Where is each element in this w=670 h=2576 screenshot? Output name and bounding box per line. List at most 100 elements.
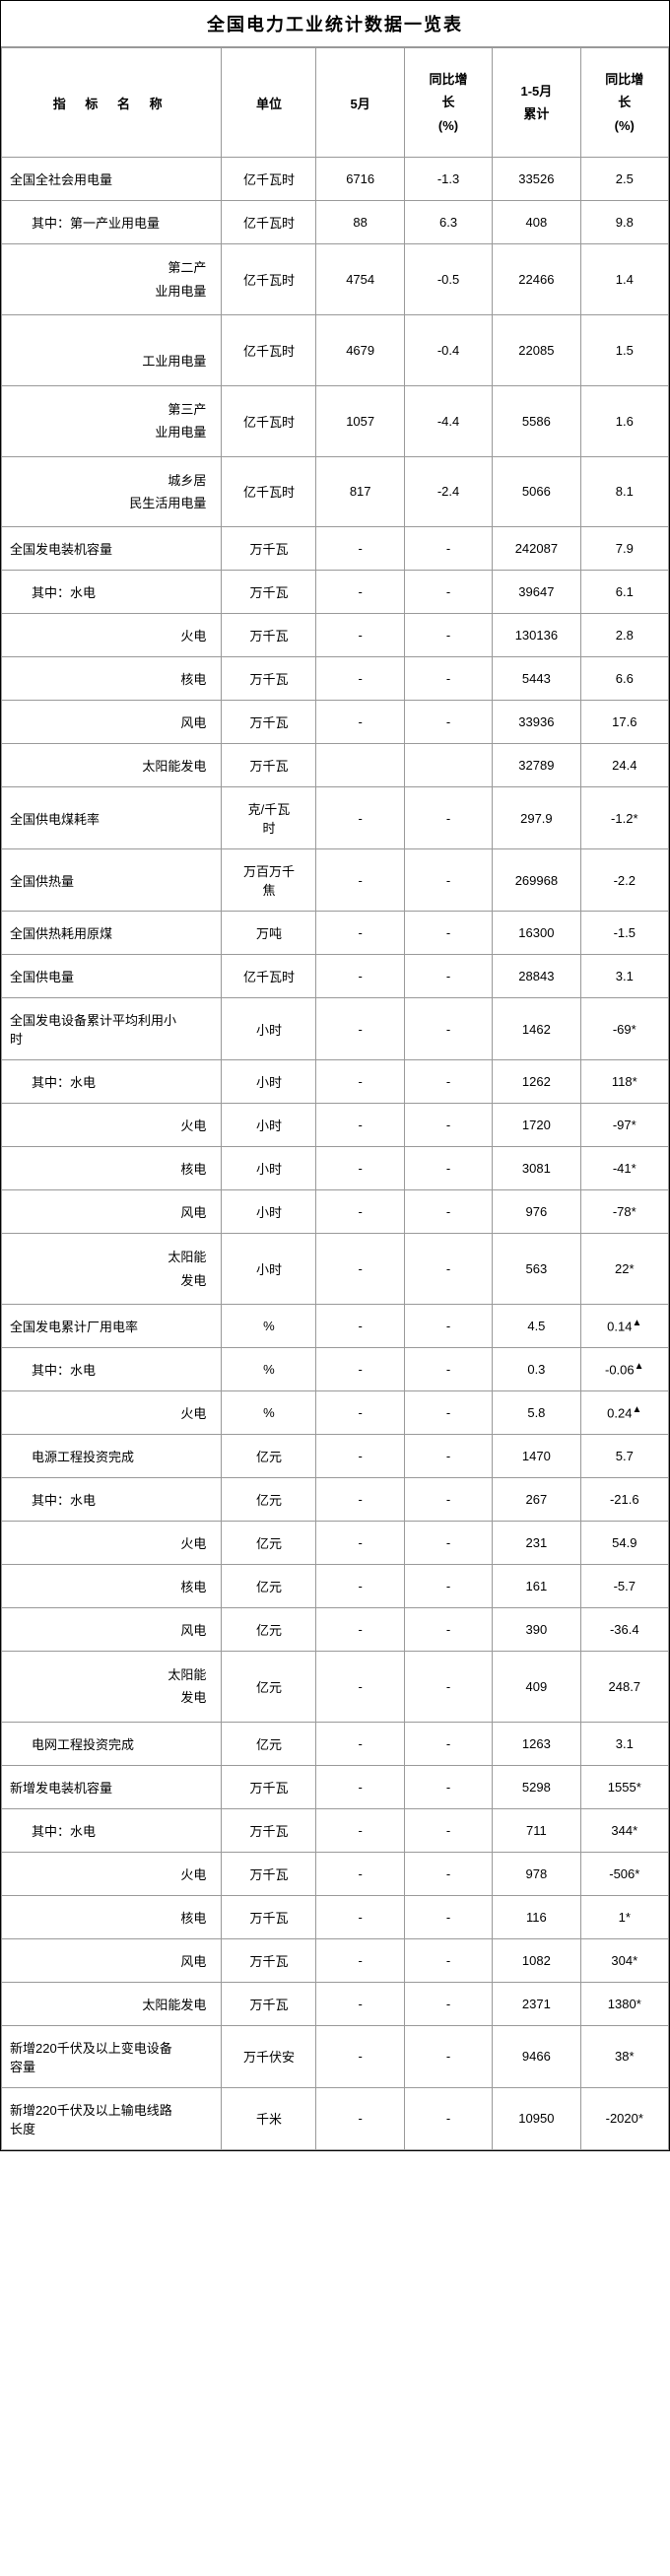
indicator-cell: 新增220千伏及以上输电线路长度 <box>2 2087 222 2149</box>
yoy2-cell: -36.4 <box>580 1608 668 1652</box>
may-cell: - <box>316 1060 404 1104</box>
unit-cell: 千米 <box>222 2087 316 2149</box>
may-cell: - <box>316 1852 404 1895</box>
may-cell: - <box>316 1522 404 1565</box>
indicator-cell: 火电 <box>2 1522 222 1565</box>
table-row: 城乡居民生活用电量亿千瓦时817-2.450668.1 <box>2 456 669 527</box>
table-row: 第二产业用电量亿千瓦时4754-0.5224661.4 <box>2 244 669 315</box>
may-cell: - <box>316 1565 404 1608</box>
table-row: 太阳能发电亿元--409248.7 <box>2 1652 669 1723</box>
table-row: 全国发电累计厂用电率%--4.50.14▲ <box>2 1305 669 1348</box>
yoy2-cell: -5.7 <box>580 1565 668 1608</box>
yoy2-cell: -0.06▲ <box>580 1348 668 1391</box>
table-row: 全国供电量亿千瓦时--288433.1 <box>2 955 669 998</box>
table-row: 火电亿元--23154.9 <box>2 1522 669 1565</box>
cum-cell: 5.8 <box>493 1391 580 1435</box>
unit-cell: % <box>222 1391 316 1435</box>
yoy1-cell: - <box>404 1234 492 1305</box>
yoy2-cell: -78* <box>580 1190 668 1234</box>
yoy2-cell: -1.2* <box>580 787 668 849</box>
table-row: 核电万千瓦--1161* <box>2 1895 669 1938</box>
indicator-cell: 新增220千伏及以上变电设备容量 <box>2 2025 222 2087</box>
yoy2-cell: 304* <box>580 1938 668 1982</box>
cum-cell: 0.3 <box>493 1348 580 1391</box>
may-cell: 4679 <box>316 314 404 385</box>
yoy2-cell: -506* <box>580 1852 668 1895</box>
indicator-cell: 电源工程投资完成 <box>2 1435 222 1478</box>
cum-cell: 390 <box>493 1608 580 1652</box>
yoy2-cell: 0.14▲ <box>580 1305 668 1348</box>
table-row: 电源工程投资完成亿元--14705.7 <box>2 1435 669 1478</box>
yoy1-cell: - <box>404 998 492 1060</box>
yoy1-cell: - <box>404 849 492 912</box>
yoy1-cell: - <box>404 1147 492 1190</box>
indicator-cell: 城乡居民生活用电量 <box>2 456 222 527</box>
unit-cell: 万千瓦 <box>222 614 316 657</box>
table-row: 其中：水电亿元--267-21.6 <box>2 1478 669 1522</box>
may-cell: - <box>316 657 404 701</box>
may-cell: 6716 <box>316 158 404 201</box>
table-row: 全国全社会用电量亿千瓦时6716-1.3335262.5 <box>2 158 669 201</box>
may-cell: - <box>316 1722 404 1765</box>
table-row: 其中：水电小时--1262118* <box>2 1060 669 1104</box>
yoy2-cell: -97* <box>580 1104 668 1147</box>
table-row: 新增220千伏及以上变电设备容量万千伏安--946638* <box>2 2025 669 2087</box>
table-row: 其中：第一产业用电量亿千瓦时886.34089.8 <box>2 201 669 244</box>
cum-cell: 10950 <box>493 2087 580 2149</box>
unit-cell: 万千瓦 <box>222 701 316 744</box>
indicator-cell: 火电 <box>2 1391 222 1435</box>
yoy2-cell: 17.6 <box>580 701 668 744</box>
cum-cell: 408 <box>493 201 580 244</box>
table-row: 风电小时--976-78* <box>2 1190 669 1234</box>
yoy2-cell: -69* <box>580 998 668 1060</box>
yoy2-cell: -41* <box>580 1147 668 1190</box>
unit-cell: 亿千瓦时 <box>222 201 316 244</box>
cum-cell: 22466 <box>493 244 580 315</box>
yoy2-cell: 118* <box>580 1060 668 1104</box>
indicator-cell: 其中：水电 <box>2 1808 222 1852</box>
yoy1-cell: - <box>404 1895 492 1938</box>
cum-cell: 2371 <box>493 1982 580 2025</box>
unit-cell: 亿千瓦时 <box>222 955 316 998</box>
unit-cell: 万千瓦 <box>222 1895 316 1938</box>
header-indicator: 指 标 名 称 <box>2 48 222 158</box>
unit-cell: 小时 <box>222 1104 316 1147</box>
yoy1-cell: - <box>404 614 492 657</box>
indicator-cell: 火电 <box>2 1104 222 1147</box>
header-may: 5月 <box>316 48 404 158</box>
may-cell: 88 <box>316 201 404 244</box>
table-row: 其中：水电万千瓦--396476.1 <box>2 571 669 614</box>
yoy2-cell: 344* <box>580 1808 668 1852</box>
yoy1-cell: - <box>404 1722 492 1765</box>
indicator-cell: 核电 <box>2 1565 222 1608</box>
indicator-cell: 全国发电设备累计平均利用小时 <box>2 998 222 1060</box>
table-row: 全国发电装机容量万千瓦--2420877.9 <box>2 527 669 571</box>
indicator-cell: 太阳能发电 <box>2 744 222 787</box>
indicator-cell: 火电 <box>2 1852 222 1895</box>
indicator-cell: 核电 <box>2 1895 222 1938</box>
yoy2-cell: 248.7 <box>580 1652 668 1723</box>
indicator-cell: 风电 <box>2 1938 222 1982</box>
table-row: 太阳能发电小时--56322* <box>2 1234 669 1305</box>
yoy1-cell: - <box>404 2025 492 2087</box>
yoy1-cell: - <box>404 1982 492 2025</box>
unit-cell: 小时 <box>222 1190 316 1234</box>
unit-cell: 亿元 <box>222 1652 316 1723</box>
header-cum: 1-5月 累计 <box>493 48 580 158</box>
table-row: 电网工程投资完成亿元--12633.1 <box>2 1722 669 1765</box>
may-cell: - <box>316 1348 404 1391</box>
may-cell: 4754 <box>316 244 404 315</box>
table-row: 火电万千瓦--978-506* <box>2 1852 669 1895</box>
unit-cell: 亿千瓦时 <box>222 244 316 315</box>
table-row: 风电万千瓦--1082304* <box>2 1938 669 1982</box>
unit-cell: 小时 <box>222 1147 316 1190</box>
table-row: 核电小时--3081-41* <box>2 1147 669 1190</box>
table-row: 全国供热耗用原煤万吨--16300-1.5 <box>2 912 669 955</box>
cum-cell: 976 <box>493 1190 580 1234</box>
yoy2-cell: 1555* <box>580 1765 668 1808</box>
indicator-cell: 其中：水电 <box>2 1478 222 1522</box>
unit-cell: 万千瓦 <box>222 1938 316 1982</box>
may-cell: - <box>316 2025 404 2087</box>
yoy2-cell: 6.6 <box>580 657 668 701</box>
yoy1-cell: - <box>404 1852 492 1895</box>
